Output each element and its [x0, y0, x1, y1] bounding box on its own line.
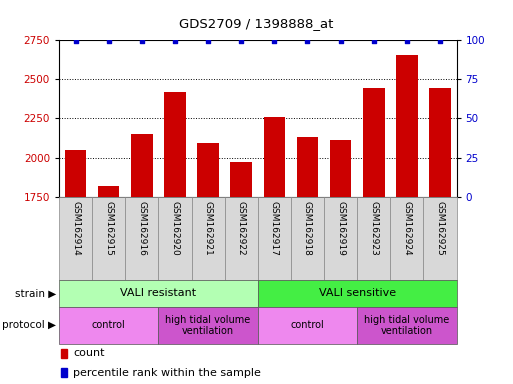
Bar: [396, 55, 418, 197]
Bar: [61, 349, 67, 358]
Text: percentile rank within the sample: percentile rank within the sample: [73, 367, 261, 378]
Text: GSM162915: GSM162915: [104, 201, 113, 256]
Point: [403, 38, 411, 44]
Bar: [191, 197, 225, 280]
Text: VALI sensitive: VALI sensitive: [319, 288, 396, 298]
Point: [436, 38, 444, 44]
Bar: [258, 280, 457, 307]
Text: GSM162923: GSM162923: [369, 201, 378, 256]
Text: GSM162924: GSM162924: [402, 201, 411, 256]
Text: control: control: [92, 320, 126, 331]
Bar: [258, 307, 357, 344]
Text: high tidal volume
ventilation: high tidal volume ventilation: [166, 314, 251, 336]
Text: strain ▶: strain ▶: [15, 288, 56, 298]
Point: [303, 38, 311, 44]
Bar: [164, 91, 186, 197]
Bar: [92, 197, 125, 280]
Bar: [159, 307, 258, 344]
Bar: [423, 197, 457, 280]
Point: [105, 38, 113, 44]
Bar: [230, 162, 252, 197]
Bar: [258, 197, 291, 280]
Bar: [98, 186, 120, 197]
Bar: [357, 307, 457, 344]
Point: [237, 38, 245, 44]
Bar: [225, 197, 258, 280]
Point: [171, 38, 179, 44]
Bar: [198, 144, 219, 197]
Point: [71, 38, 80, 44]
Bar: [330, 139, 351, 197]
Bar: [363, 88, 385, 197]
Point: [204, 38, 212, 44]
Text: GSM162917: GSM162917: [270, 201, 279, 256]
Bar: [59, 307, 159, 344]
Text: GSM162920: GSM162920: [170, 201, 180, 256]
Text: protocol ▶: protocol ▶: [3, 320, 56, 331]
Bar: [264, 118, 285, 197]
Text: high tidal volume
ventilation: high tidal volume ventilation: [364, 314, 449, 336]
Text: GSM162916: GSM162916: [137, 201, 146, 256]
Bar: [125, 197, 159, 280]
Point: [337, 38, 345, 44]
Bar: [357, 197, 390, 280]
Bar: [159, 197, 191, 280]
Text: GDS2709 / 1398888_at: GDS2709 / 1398888_at: [180, 17, 333, 30]
Bar: [390, 197, 423, 280]
Bar: [291, 197, 324, 280]
Point: [370, 38, 378, 44]
Text: GSM162918: GSM162918: [303, 201, 312, 256]
Bar: [59, 197, 92, 280]
Text: GSM162914: GSM162914: [71, 201, 80, 256]
Text: VALI resistant: VALI resistant: [121, 288, 196, 298]
Bar: [297, 137, 318, 197]
Bar: [429, 88, 451, 197]
Text: control: control: [290, 320, 324, 331]
Point: [270, 38, 279, 44]
Text: GSM162925: GSM162925: [436, 201, 444, 256]
Text: GSM162921: GSM162921: [204, 201, 212, 256]
Text: count: count: [73, 348, 105, 359]
Text: GSM162922: GSM162922: [236, 201, 246, 256]
Point: [137, 38, 146, 44]
Bar: [131, 134, 152, 197]
Bar: [59, 280, 258, 307]
Bar: [61, 368, 67, 377]
Bar: [324, 197, 357, 280]
Text: GSM162919: GSM162919: [336, 201, 345, 256]
Bar: [65, 150, 86, 197]
